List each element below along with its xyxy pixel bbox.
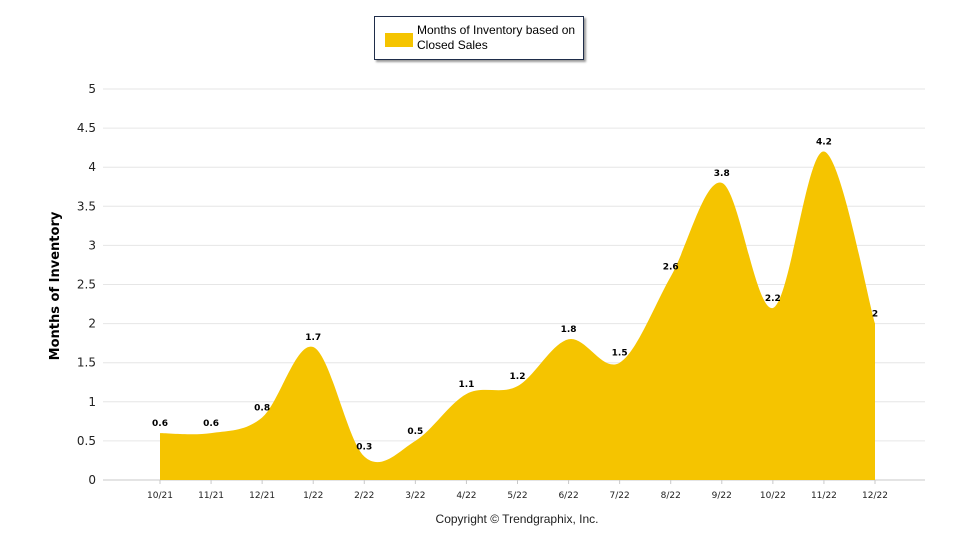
data-label: 0.6 <box>203 419 219 429</box>
x-tick-label: 2/22 <box>354 491 374 501</box>
data-label: 0.3 <box>356 443 372 453</box>
x-axis-ticks: 10/21 11/21 12/21 1/22 2/22 3/22 4/22 5/22 6/22 7… <box>147 480 888 501</box>
x-tick-label: 1/22 <box>303 491 323 501</box>
chart-legend: Months of Inventory based on Closed Sale… <box>374 16 584 60</box>
y-tick-label: 3 <box>88 238 96 252</box>
legend-swatch <box>385 33 413 47</box>
data-label: 0.5 <box>407 427 423 437</box>
x-tick-label: 4/22 <box>456 491 476 501</box>
y-tick-label: 2 <box>88 317 96 331</box>
x-tick-label: 8/22 <box>661 491 681 501</box>
y-tick-label: 1 <box>88 395 96 409</box>
data-label: 1.1 <box>458 380 474 390</box>
series-area <box>160 151 875 481</box>
y-tick-label: 0 <box>88 473 96 487</box>
y-axis-title: Months of Inventory <box>48 211 63 360</box>
data-label: 0.8 <box>254 403 270 413</box>
x-tick-label: 11/21 <box>198 491 224 501</box>
y-tick-label: 1.5 <box>77 356 96 370</box>
x-tick-label: 7/22 <box>610 491 630 501</box>
data-label: 1.8 <box>561 325 577 335</box>
data-label: 2.2 <box>765 294 781 304</box>
y-tick-label: 2.5 <box>77 278 96 292</box>
x-tick-label: 12/22 <box>862 491 888 501</box>
y-tick-label: 5 <box>88 82 96 96</box>
x-tick-label: 10/22 <box>760 491 786 501</box>
x-tick-label: 5/22 <box>507 491 527 501</box>
data-label: 3.8 <box>714 169 730 179</box>
data-label: 2.6 <box>663 263 679 273</box>
data-label: 4.2 <box>816 138 832 148</box>
y-tick-label: 4 <box>88 160 96 174</box>
x-tick-label: 10/21 <box>147 491 173 501</box>
area-series <box>160 151 875 481</box>
legend-label: Months of Inventory based on Closed Sale… <box>417 23 576 52</box>
data-label: 2 <box>872 310 878 320</box>
data-labels: 0.6 0.6 0.8 1.7 0.3 0.5 1.1 1.2 1.8 1.5 2.6 3.8 2.2 4… <box>152 138 878 453</box>
data-label: 1.7 <box>305 333 321 343</box>
y-tick-label: 0.5 <box>77 434 96 448</box>
y-axis-ticks: 0 0.5 1 1.5 2 2.5 3 3.5 4 4.5 5 <box>77 82 96 487</box>
data-label: 1.5 <box>612 349 628 359</box>
y-tick-label: 3.5 <box>77 199 96 213</box>
x-tick-label: 9/22 <box>712 491 732 501</box>
x-tick-label: 12/21 <box>249 491 275 501</box>
x-tick-label: 3/22 <box>405 491 425 501</box>
x-tick-label: 6/22 <box>558 491 578 501</box>
x-tick-label: 11/22 <box>811 491 837 501</box>
data-label: 0.6 <box>152 419 168 429</box>
data-label: 1.2 <box>510 372 526 382</box>
y-tick-label: 4.5 <box>77 121 96 135</box>
copyright-text: Copyright © Trendgraphix, Inc. <box>435 512 599 526</box>
